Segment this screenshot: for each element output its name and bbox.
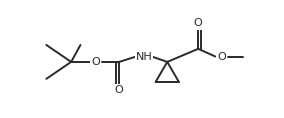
Text: O: O	[115, 85, 124, 95]
Text: O: O	[217, 52, 226, 61]
Text: NH: NH	[136, 52, 153, 61]
Text: O: O	[194, 18, 202, 28]
Text: O: O	[91, 57, 100, 67]
